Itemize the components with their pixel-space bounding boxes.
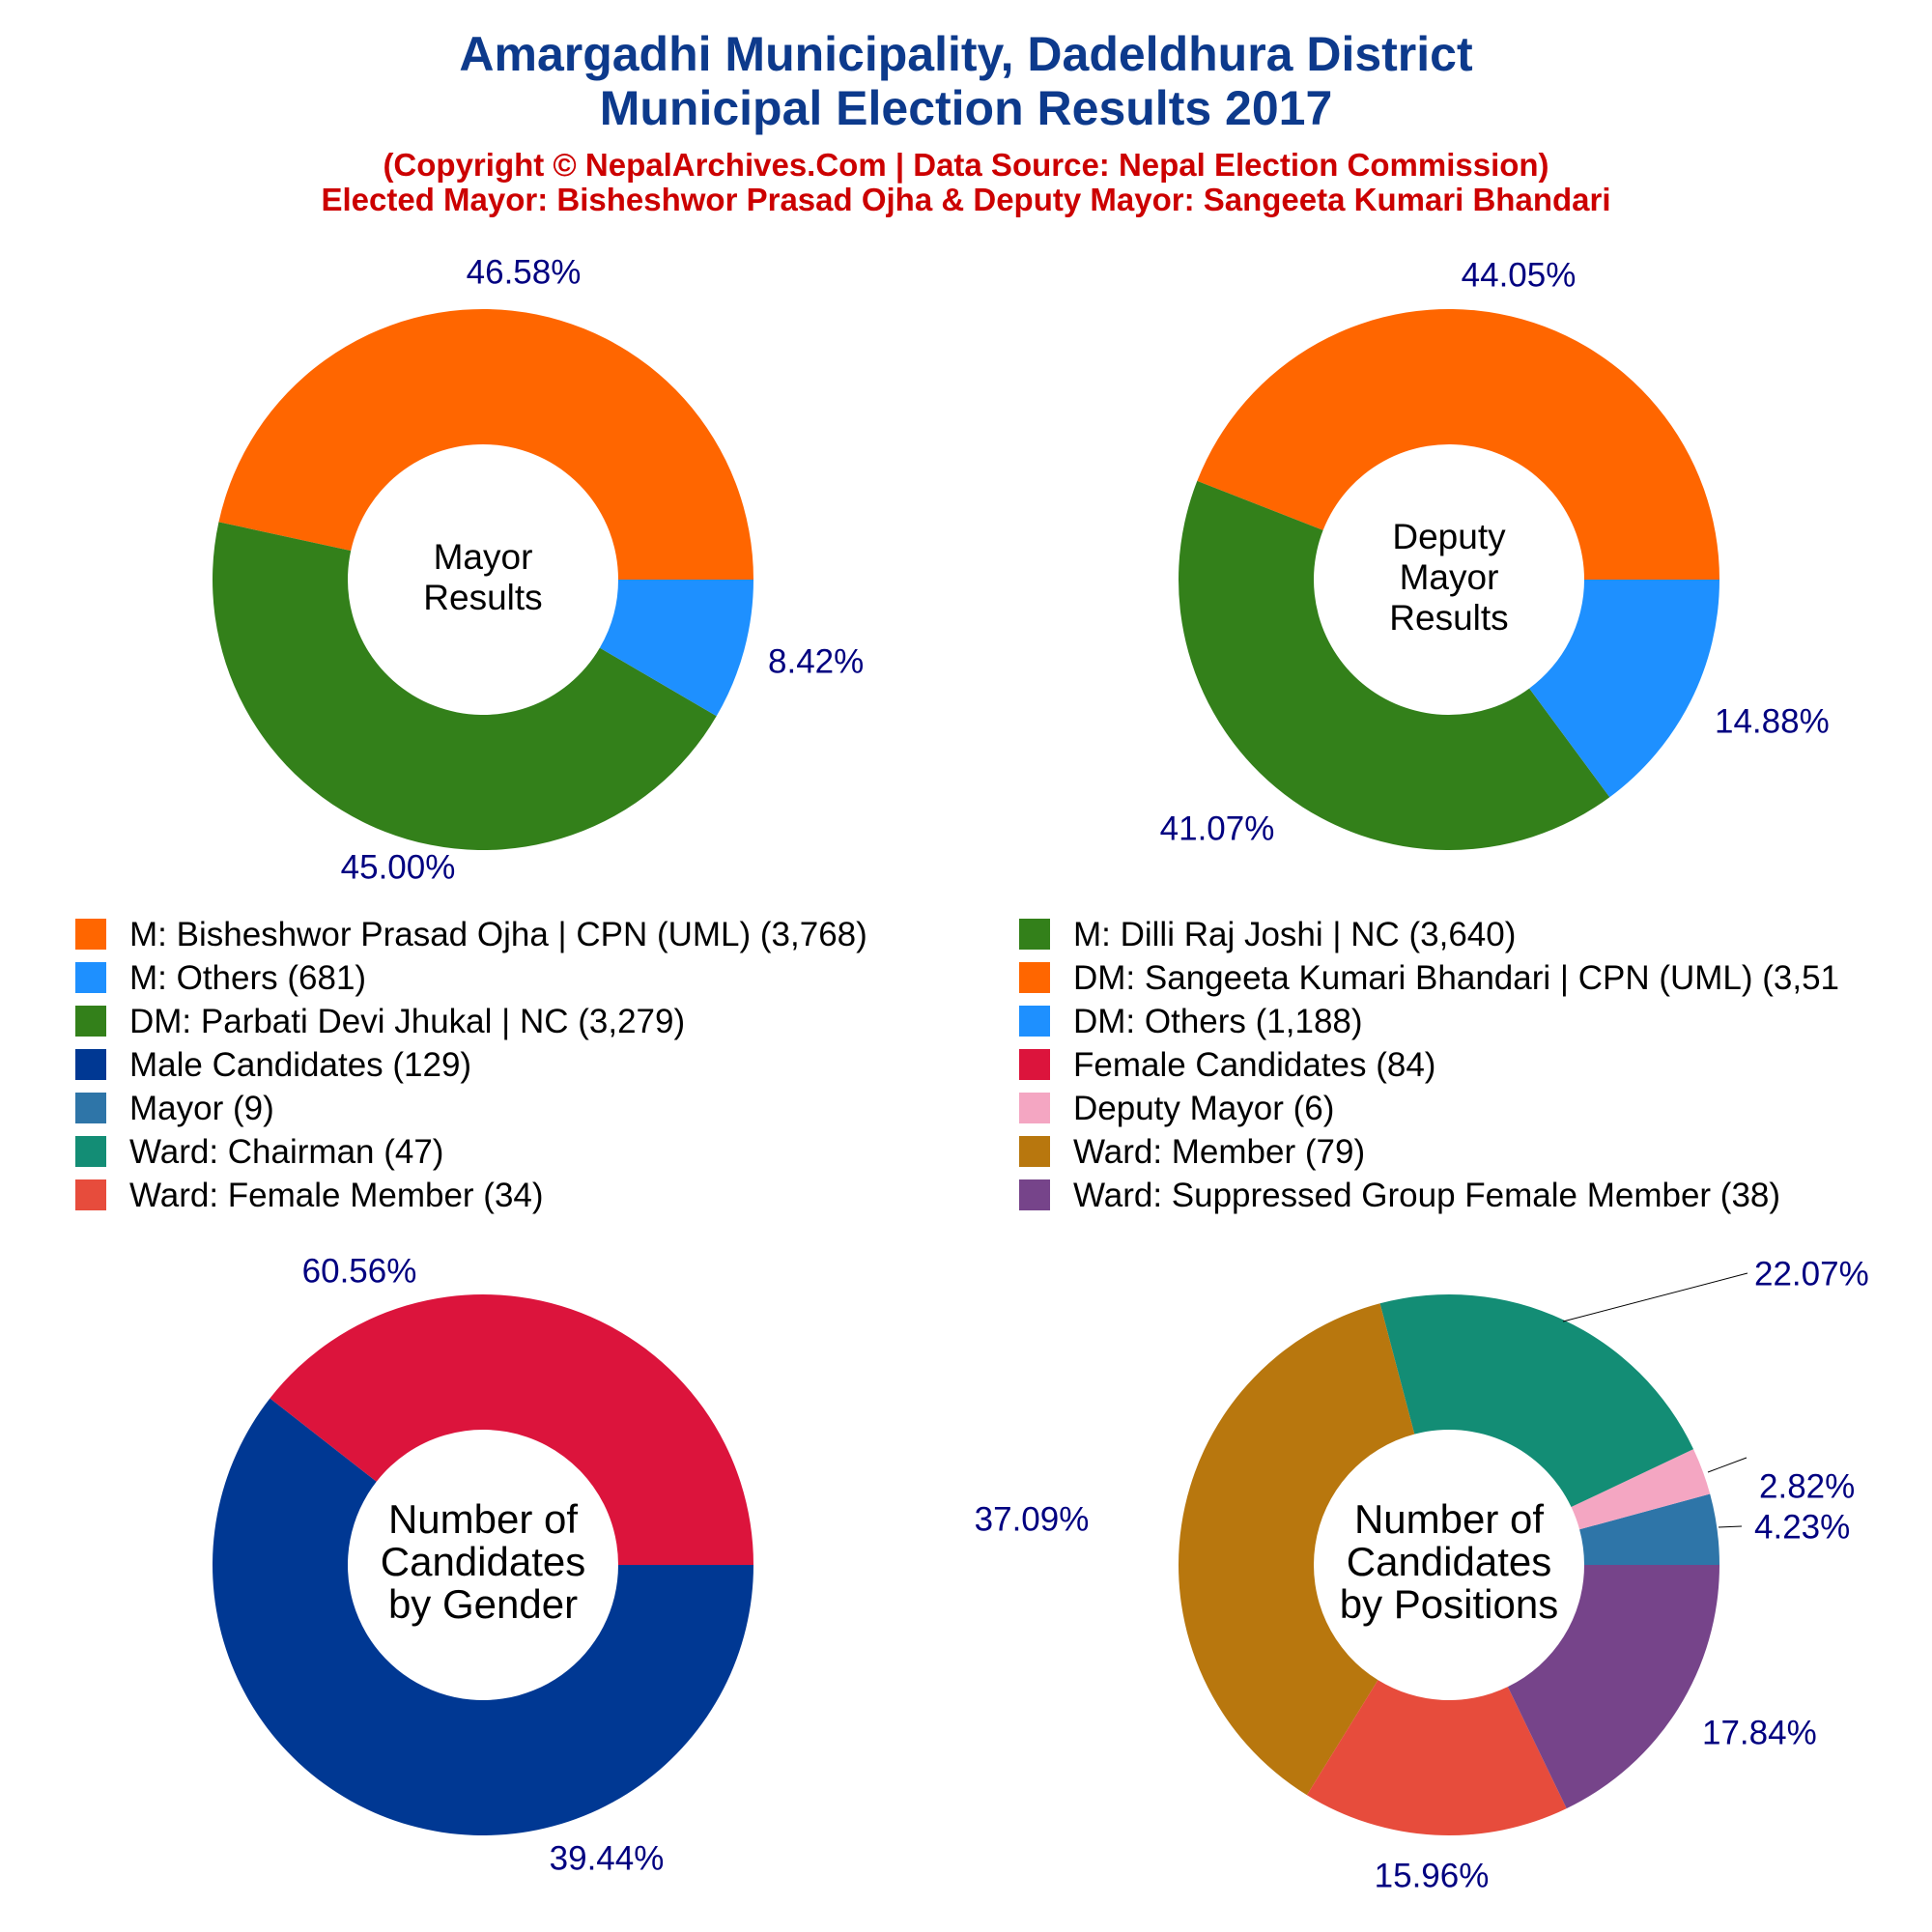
donut-center-label: Mayor — [1400, 557, 1499, 597]
legend-swatch — [75, 1005, 106, 1037]
slice-percent-label: 17.84% — [1702, 1714, 1817, 1751]
donut-center-label: Number of — [388, 1496, 578, 1542]
donut-center-label: Mayor — [434, 537, 533, 577]
legend-label: Male Candidates (129) — [129, 1046, 472, 1084]
donut-slice — [1529, 580, 1719, 798]
elected-officials-line: Elected Mayor: Bisheshwor Prasad Ojha & … — [321, 182, 1611, 217]
chart-title-line-1: Amargadhi Municipality, Dadeldhura Distr… — [459, 27, 1473, 81]
legend-swatch — [75, 918, 106, 950]
donut-slice — [599, 580, 753, 717]
legend-swatch — [1019, 918, 1050, 950]
leader-line — [1562, 1272, 1748, 1322]
legend-swatch — [75, 1048, 106, 1080]
legend-swatch — [1019, 1048, 1050, 1080]
legend-label: Ward: Member (79) — [1073, 1133, 1366, 1171]
donut-slice — [1579, 1493, 1719, 1565]
legend-item: DM: Parbati Devi Jhukal | NC (3,279) — [75, 1003, 685, 1041]
legend-label: Deputy Mayor (6) — [1073, 1090, 1335, 1127]
donut-slice — [213, 1398, 754, 1835]
legend-label: Mayor (9) — [129, 1090, 274, 1127]
slice-percent-label: 14.88% — [1715, 702, 1830, 740]
donut-slice — [1197, 308, 1719, 580]
slice-percent-label: 39.44% — [550, 1839, 665, 1877]
slice-percent-label: 22.07% — [1754, 1255, 1869, 1293]
legend-swatch — [1019, 1092, 1050, 1123]
legend-item: Ward: Chairman (47) — [75, 1133, 443, 1172]
legend-label: Female Candidates (84) — [1073, 1046, 1436, 1084]
legend-item: DM: Sangeeta Kumari Bhandari | CPN (UML)… — [1019, 959, 1839, 998]
legend-item: M: Dilli Raj Joshi | NC (3,640) — [1019, 916, 1516, 954]
donut-center-label: Deputy — [1392, 517, 1506, 556]
slice-percent-label: 45.00% — [341, 848, 456, 886]
legend-item: Deputy Mayor (6) — [1019, 1090, 1334, 1128]
legend-swatch — [1019, 1005, 1050, 1037]
slice-percent-label: 44.05% — [1462, 256, 1577, 294]
slice-percent-label: 37.09% — [975, 1500, 1090, 1538]
donut-chart: 4.23%2.82% 22.07% 37.09% 15.96% 17.84% Number… — [975, 1255, 1869, 1894]
leader-line — [1707, 1457, 1747, 1473]
donut-slice — [1178, 1303, 1415, 1796]
legend-item: Ward: Suppressed Group Female Member (38… — [1019, 1177, 1780, 1215]
legend-label: Ward: Chairman (47) — [129, 1133, 444, 1171]
legend-label: Ward: Female Member (34) — [129, 1177, 544, 1214]
legend-swatch — [75, 1092, 106, 1123]
donut-slice — [1179, 480, 1610, 850]
slice-percent-label: 4.23% — [1754, 1508, 1850, 1546]
legend-swatch — [1019, 1135, 1050, 1167]
donut-center-label: by Positions — [1340, 1581, 1558, 1627]
legend-item: M: Bisheshwor Prasad Ojha | CPN (UML) (3… — [75, 916, 867, 954]
legend-swatch — [75, 961, 106, 993]
legend-item: M: Others (681) — [75, 959, 366, 998]
donut-center-label: by Gender — [388, 1581, 578, 1627]
legend-swatch — [75, 1179, 106, 1210]
legend-item: Ward: Member (79) — [1019, 1133, 1365, 1172]
legend-swatch — [1019, 961, 1050, 993]
donut-slice — [1507, 1565, 1719, 1809]
slice-percent-label: 8.42% — [768, 642, 864, 680]
donut-center-label: Number of — [1354, 1496, 1544, 1542]
legend-item: DM: Others (1,188) — [1019, 1003, 1363, 1041]
legend-item: Ward: Female Member (34) — [75, 1177, 544, 1215]
legend-label: M: Dilli Raj Joshi | NC (3,640) — [1073, 916, 1517, 953]
legend-label: M: Others (681) — [129, 959, 367, 997]
donut-slice — [1379, 1293, 1694, 1508]
copyright-line: (Copyright © NepalArchives.Com | Data So… — [383, 147, 1549, 183]
legend-label: DM: Sangeeta Kumari Bhandari | CPN (UML)… — [1073, 959, 1840, 997]
legend-item: Female Candidates (84) — [1019, 1046, 1435, 1085]
leader-line — [1718, 1525, 1743, 1528]
donut-slice — [1571, 1449, 1711, 1530]
legend-item: Mayor (9) — [75, 1090, 274, 1128]
slice-percent-label: 46.58% — [467, 253, 582, 291]
legend-label: M: Bisheshwor Prasad Ojha | CPN (UML) (3… — [129, 916, 867, 953]
donut-center-label: Results — [1389, 598, 1508, 638]
donut-slice — [212, 522, 717, 851]
legend-label: DM: Parbati Devi Jhukal | NC (3,279) — [129, 1003, 686, 1040]
slice-percent-label: 60.56% — [302, 1252, 417, 1290]
slice-percent-label: 15.96% — [1375, 1857, 1490, 1894]
legend-swatch — [75, 1135, 106, 1167]
donut-center-label: Candidates — [381, 1539, 585, 1584]
slice-percent-label: 2.82% — [1759, 1467, 1855, 1505]
donut-slice — [1306, 1680, 1567, 1836]
legend-item: Male Candidates (129) — [75, 1046, 471, 1085]
donut-slice — [270, 1294, 753, 1565]
donut-center-label: Results — [423, 578, 542, 617]
legend-label: Ward: Suppressed Group Female Member (38… — [1073, 1177, 1781, 1214]
slice-percent-label: 41.07% — [1160, 810, 1275, 847]
legend-label: DM: Others (1,188) — [1073, 1003, 1363, 1040]
chart-title-line-2: Municipal Election Results 2017 — [599, 81, 1333, 135]
donut-center-label: Candidates — [1347, 1539, 1551, 1584]
legend-swatch — [1019, 1179, 1050, 1210]
donut-slice — [218, 309, 753, 580]
